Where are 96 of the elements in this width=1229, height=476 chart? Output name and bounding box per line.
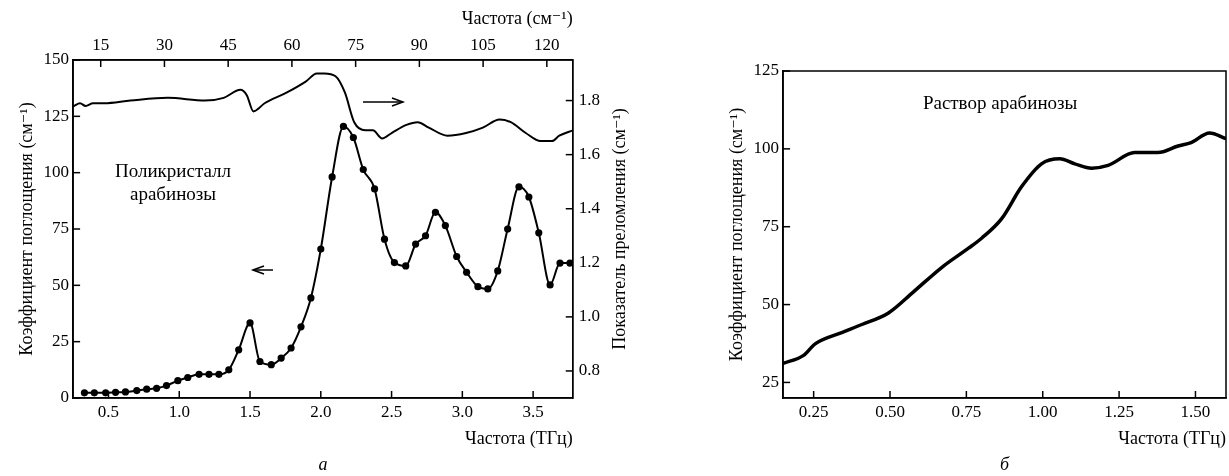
y-tick-label: 75: [762, 216, 780, 236]
point: [307, 294, 315, 302]
x-tick-label: 3.0: [451, 401, 473, 421]
point: [421, 232, 430, 240]
point: [195, 370, 203, 378]
point: [462, 268, 471, 276]
point: [235, 346, 243, 354]
x-tick-label: 0.75: [951, 401, 982, 421]
point: [162, 382, 171, 390]
point: [441, 222, 449, 230]
point: [380, 235, 389, 243]
point: [184, 373, 192, 382]
point: [515, 183, 523, 191]
x-tick-label: 0.5: [97, 401, 120, 421]
y2-tick-label: 1.2: [578, 252, 600, 272]
point: [339, 122, 348, 131]
y-axis-title: Коэффициент поглощения (см⁻¹): [725, 107, 747, 362]
point: [80, 389, 89, 397]
point: [225, 366, 233, 374]
y2-axis-title: Показатель преломления (см⁻¹): [608, 108, 630, 350]
point: [143, 385, 151, 393]
point: [297, 323, 305, 331]
y-tick-label: 125: [43, 105, 70, 125]
x2-tick-label: 45: [219, 35, 237, 55]
x2-tick-label: 30: [155, 35, 173, 55]
x2-tick-label: 60: [283, 35, 301, 55]
point: [90, 389, 98, 397]
point: [504, 225, 512, 233]
point: [246, 319, 254, 327]
y-tick-label: 150: [43, 49, 70, 69]
point: [153, 384, 161, 392]
y-tick-label: 125: [753, 60, 780, 80]
point: [359, 165, 367, 174]
x-tick-label: 0.25: [798, 401, 829, 421]
point: [287, 344, 295, 352]
point: [205, 370, 213, 378]
point: [102, 389, 110, 397]
point: [453, 252, 461, 261]
x-axis-title: Частота (ТГц): [465, 427, 573, 449]
point: [474, 283, 482, 291]
point: [111, 388, 120, 396]
x-tick-label: 1.00: [1027, 401, 1058, 421]
x2-tick-label: 105: [470, 35, 496, 55]
y-tick-label: 25: [52, 331, 70, 351]
point: [556, 259, 564, 267]
y-tick-label: 50: [762, 294, 780, 314]
x-tick-label: 3.5: [522, 401, 544, 421]
point: [370, 185, 379, 193]
x-tick-label: 1.5: [239, 401, 261, 421]
y2-tick-label: 1.8: [578, 90, 600, 110]
y2-tick-label: 1.6: [578, 144, 600, 164]
x-tick-label: 1.25: [1104, 401, 1134, 421]
y2-tick-label: 1.4: [578, 198, 601, 218]
x-tick-label: 2.0: [310, 401, 332, 421]
x-axis-title: Частота (ТГц): [1118, 427, 1226, 449]
x-tick-label: 2.5: [380, 401, 403, 421]
y-tick-label: 100: [43, 162, 70, 182]
point: [412, 240, 420, 248]
x2-axis-title: Частота (см⁻¹): [461, 7, 573, 29]
point: [328, 173, 336, 181]
point: [277, 354, 285, 362]
point: [390, 258, 399, 267]
x-tick-label: 1.50: [1180, 401, 1211, 421]
point: [267, 361, 275, 369]
point: [535, 229, 543, 237]
point: [546, 281, 554, 289]
y-tick-label: 25: [762, 371, 780, 391]
text: Поликристалл арабинозы: [115, 159, 232, 204]
point: [174, 377, 182, 385]
text: б: [1000, 453, 1011, 474]
text: Раствор арабинозы: [922, 91, 1078, 113]
point: [256, 357, 264, 366]
y2-tick-label: 1.0: [578, 306, 600, 326]
x2-tick-label: 75: [347, 35, 365, 55]
point: [402, 262, 410, 270]
y-axis-title: Коэффициент поглощения (см⁻¹): [15, 102, 37, 356]
y-tick-label: 50: [52, 274, 70, 294]
y-tick-label: 100: [753, 138, 780, 158]
point: [121, 388, 130, 396]
point: [494, 267, 502, 275]
y-tick-label: 0: [60, 387, 70, 407]
y-tick-label: 75: [52, 218, 70, 238]
text: а: [318, 453, 328, 474]
point: [215, 370, 223, 378]
point: [525, 193, 533, 201]
point: [431, 208, 440, 216]
point: [317, 245, 325, 253]
x2-tick-label: 15: [92, 35, 110, 55]
point: [484, 285, 492, 293]
x-tick-label: 0.50: [875, 401, 905, 421]
x2-tick-label: 90: [410, 35, 428, 55]
x2-tick-label: 120: [534, 35, 560, 55]
y2-tick-label: 0.8: [578, 360, 600, 380]
x-tick-label: 1.0: [168, 401, 190, 421]
point: [133, 386, 141, 395]
point: [349, 133, 357, 142]
